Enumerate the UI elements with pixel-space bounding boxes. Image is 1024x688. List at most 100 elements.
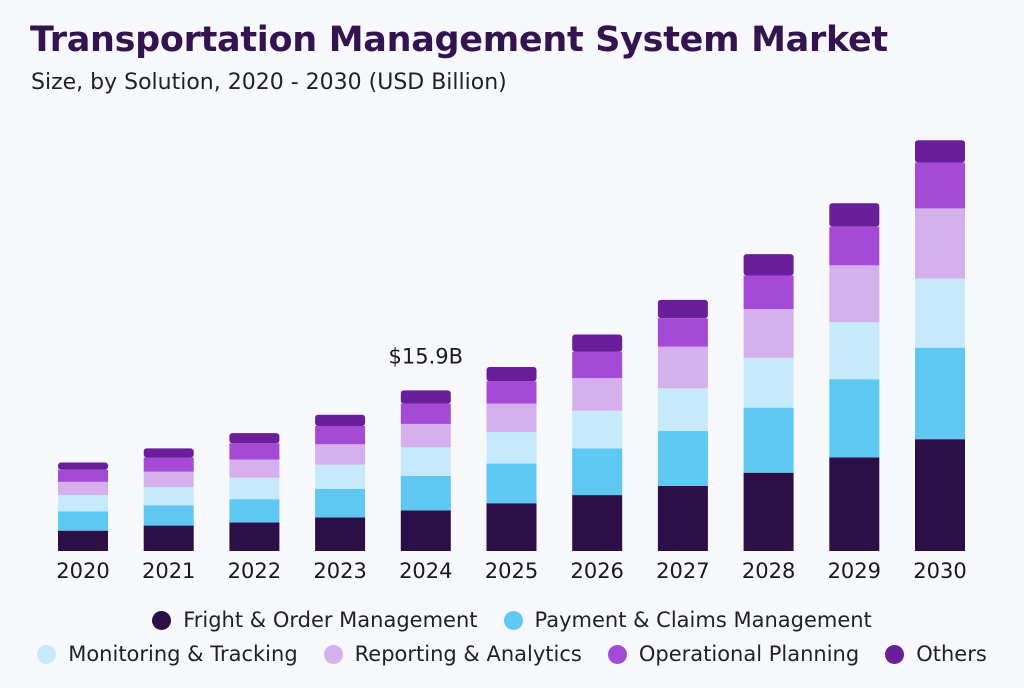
legend-label: Monitoring & Tracking [68,642,298,666]
value-annotation: $15.9B [389,344,464,368]
bar-segment-2026-3 [572,378,623,411]
bar-segment-2020-3 [58,481,108,496]
x-tick-label: 2027 [656,559,709,583]
bar-segment-2022-3 [229,459,280,478]
x-tick-label: 2020 [56,559,109,583]
bar-2022 [229,433,280,551]
x-tick-label: 2026 [570,559,623,583]
legend-label: Payment & Claims Management [534,608,872,632]
bar-segment-2030-0 [915,439,965,551]
bar-segment-2021-5 [143,448,194,458]
stacked-bar-chart: 2020 2021 2022 2023 2024 2025 2026 2027 2028 2029… [56,140,967,583]
bar-segment-2029-1 [829,379,880,458]
bar-segment-2021-0 [143,525,194,551]
bar-segment-2025-2 [486,432,537,464]
legend-row: Fright & Order Management Payment & Claim… [0,603,1024,637]
chart-legend: Fright & Order Management Payment & Claim… [0,603,1024,671]
x-tick-label: 2029 [828,559,881,583]
bar-segment-2024-3 [400,423,451,448]
bar-segment-2021-3 [143,471,194,487]
bar-segment-2027-3 [657,346,708,389]
legend-item: Payment & Claims Management [503,608,872,632]
bar-2023 [315,414,366,551]
legend-swatch [37,644,57,664]
bar-segment-2021-1 [143,505,194,526]
bar-segment-2023-0 [315,517,366,551]
legend-label: Reporting & Analytics [354,642,582,666]
x-tick-label: 2028 [742,559,795,583]
bar-segment-2022-0 [229,522,280,551]
bar-segment-2021-4 [143,457,194,472]
bar-segment-2024-5 [400,390,451,404]
legend-swatch [323,644,343,664]
bar-segment-2025-3 [486,403,537,433]
bar-segment-2024-1 [400,475,451,511]
bar-segment-2029-0 [829,457,880,551]
x-tick-label: 2021 [142,559,195,583]
bar-segment-2024-4 [400,403,451,424]
bar-segment-2021-2 [143,486,194,506]
x-tick-label: 2024 [399,559,452,583]
bar-segment-2020-1 [58,511,108,531]
legend-row: Monitoring & Tracking Reporting & Analyti… [0,637,1024,671]
bar-segment-2028-4 [743,275,794,310]
bar-segment-2025-1 [486,463,537,504]
x-tick-label: 2023 [313,559,366,583]
bar-segment-2029-2 [829,322,880,380]
bar-2029 [829,203,880,551]
bar-segment-2028-1 [743,407,794,473]
legend-label: Fright & Order Management [183,608,478,632]
legend-label: Others [916,642,987,666]
bar-segment-2028-5 [743,254,794,276]
bar-segment-2030-4 [915,162,965,209]
bar-segment-2025-4 [486,381,537,404]
legend-swatch [152,610,172,630]
x-tick-label: 2022 [228,559,281,583]
bar-2028 [743,254,794,551]
bar-segment-2024-2 [400,447,451,476]
bar-segment-2023-4 [315,425,366,445]
bar-segment-2025-5 [486,366,537,382]
bar-2027 [657,299,708,551]
legend-item: Operational Planning [607,642,860,666]
bar-2030 [915,140,965,551]
bar-segment-2020-4 [58,469,108,482]
bar-segment-2026-2 [572,410,623,449]
bar-segment-2023-2 [315,464,366,489]
bar-2025 [486,366,537,551]
legend-item: Monitoring & Tracking [37,642,298,666]
bar-segment-2026-4 [572,351,623,379]
legend-label: Operational Planning [638,642,860,666]
bar-segment-2027-2 [657,388,708,432]
bar-2026 [572,334,623,551]
bar-segment-2030-5 [915,140,965,163]
bar-segment-2028-0 [743,472,794,551]
bar-segment-2020-5 [58,462,108,470]
chart-subtitle: Size, by Solution, 2020 - 2030 (USD Bill… [31,70,507,95]
bar-segment-2022-5 [229,433,280,444]
bar-segment-2022-1 [229,499,280,523]
bar-2024 [400,390,451,551]
bar-segment-2022-4 [229,443,280,460]
bar-segment-2030-3 [915,208,965,279]
bar-segment-2027-0 [657,485,708,551]
bar-segment-2027-1 [657,431,708,486]
bar-segment-2029-3 [829,265,880,323]
legend-item: Others [885,642,987,666]
bar-segment-2020-0 [58,530,108,551]
bar-segment-2029-5 [829,203,880,227]
bar-segment-2028-3 [743,309,794,358]
legend-swatch [503,610,523,630]
legend-item: Fright & Order Management [152,608,478,632]
x-tick-label: 2030 [913,559,966,583]
bar-segment-2020-2 [58,495,108,512]
legend-swatch [885,644,905,664]
bar-segment-2027-5 [657,299,708,319]
bar-segment-2030-2 [915,278,965,348]
bar-segment-2030-1 [915,347,965,440]
bar-segment-2026-1 [572,448,623,496]
bar-segment-2025-0 [486,503,537,551]
bar-segment-2023-5 [315,414,366,426]
bar-segment-2026-0 [572,495,623,551]
bar-2021 [143,448,194,551]
